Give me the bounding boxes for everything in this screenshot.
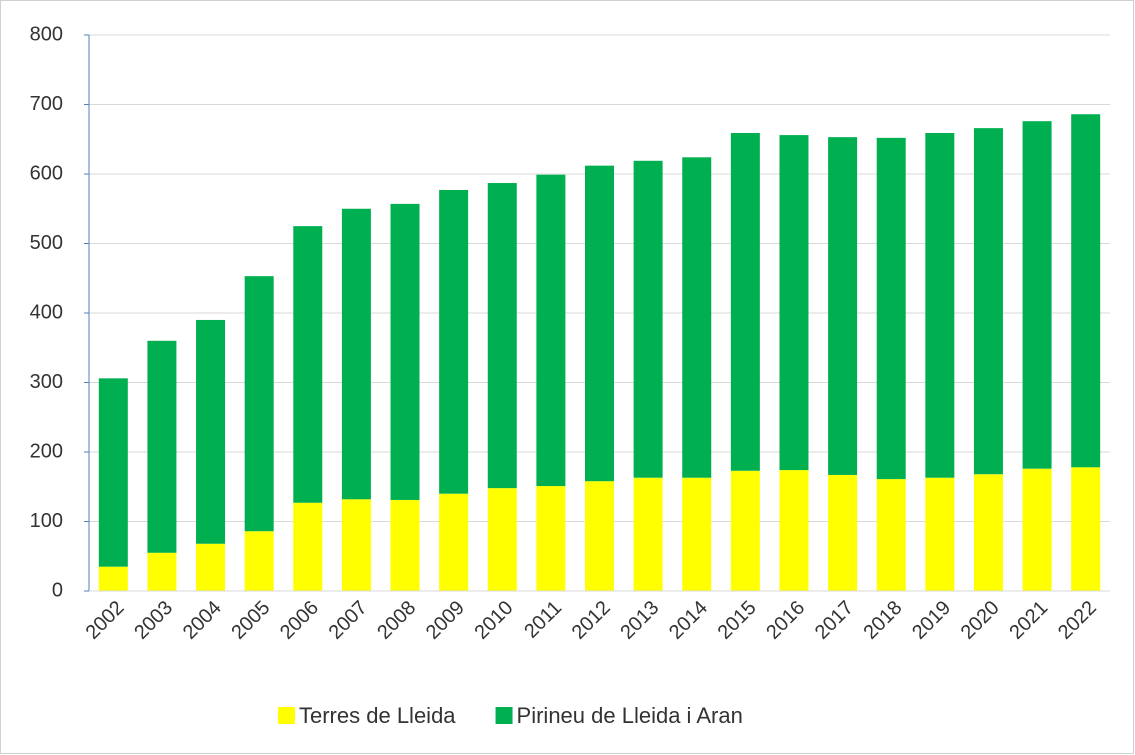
- bar-segment: [293, 502, 323, 591]
- legend-label: Pirineu de Lleida i Aran: [517, 703, 743, 728]
- bar-segment: [439, 189, 469, 494]
- bar-segment: [876, 137, 906, 480]
- bar-segment: [487, 183, 517, 489]
- bar-segment: [633, 477, 663, 591]
- y-tick-label: 200: [30, 440, 63, 462]
- bar-segment: [876, 479, 906, 591]
- bar-segment: [682, 477, 712, 591]
- legend-swatch: [495, 707, 513, 724]
- legend-swatch: [278, 707, 295, 724]
- bar-segment: [390, 203, 420, 500]
- bar-segment: [341, 499, 371, 591]
- bar-segment: [633, 160, 663, 478]
- bar-segment: [828, 137, 858, 475]
- bar-segment: [147, 340, 177, 553]
- bar-segment: [730, 470, 760, 591]
- bar-segment: [244, 531, 274, 591]
- bar-segment: [536, 486, 566, 591]
- bar-segment: [98, 378, 128, 567]
- bar-segment: [341, 208, 371, 500]
- bar-segment: [585, 165, 614, 482]
- bar-segment: [973, 128, 1003, 475]
- bar-segment: [1071, 114, 1101, 468]
- bar-segment: [682, 157, 712, 478]
- bar-segment: [439, 493, 469, 591]
- bar-segment: [1022, 121, 1052, 469]
- bar-segment: [293, 226, 323, 503]
- bar-segment: [196, 319, 226, 544]
- bar-segment: [98, 566, 128, 591]
- y-tick-label: 500: [30, 232, 63, 254]
- y-tick-label: 800: [30, 23, 63, 45]
- y-tick-label: 400: [30, 301, 63, 323]
- legend-label: Terres de Lleida: [299, 703, 456, 728]
- bar-segment: [244, 276, 274, 532]
- bar-segment: [925, 132, 955, 478]
- bar-segment: [585, 481, 614, 591]
- y-tick-label: 300: [30, 371, 63, 393]
- bar-segment: [390, 499, 420, 591]
- bar-segment: [828, 474, 858, 591]
- bar-segment: [487, 488, 517, 591]
- bar-segment: [925, 477, 955, 591]
- bar-segment: [147, 552, 177, 591]
- y-tick-label: 700: [30, 93, 63, 115]
- bar-segment: [779, 470, 809, 591]
- bar-segment: [536, 174, 566, 487]
- y-tick-label: 0: [52, 579, 63, 601]
- y-tick-label: 100: [30, 510, 63, 532]
- bar-segment: [196, 543, 226, 591]
- bar-segment: [1022, 468, 1052, 591]
- bar-segment: [730, 132, 760, 471]
- bar-segment: [779, 135, 809, 471]
- bar-segment: [973, 474, 1003, 591]
- bar-segment: [1071, 467, 1101, 591]
- y-tick-label: 600: [30, 162, 63, 184]
